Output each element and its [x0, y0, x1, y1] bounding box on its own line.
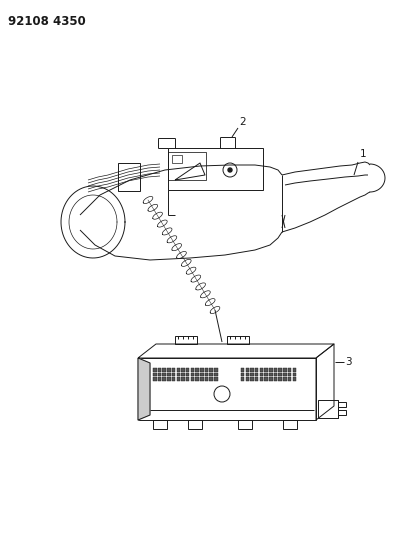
Bar — [269, 377, 273, 381]
Bar — [288, 368, 291, 372]
Text: 92108 4350: 92108 4350 — [8, 15, 86, 28]
Bar — [168, 152, 206, 180]
Bar — [162, 373, 166, 376]
Text: 2: 2 — [239, 117, 246, 127]
Bar — [181, 377, 185, 381]
Bar — [153, 420, 167, 429]
Bar — [288, 373, 291, 376]
Bar — [191, 368, 194, 372]
Bar — [168, 148, 263, 190]
Bar — [292, 377, 296, 381]
Bar — [205, 373, 208, 376]
Bar — [118, 163, 140, 191]
Bar — [191, 377, 194, 381]
Bar — [264, 377, 268, 381]
Bar — [195, 373, 199, 376]
Bar — [288, 377, 291, 381]
Bar — [195, 377, 199, 381]
Bar — [241, 373, 244, 376]
Bar — [255, 368, 259, 372]
Bar — [205, 377, 208, 381]
Bar — [278, 377, 282, 381]
Bar — [162, 368, 166, 372]
Bar — [177, 368, 180, 372]
Bar — [172, 155, 182, 163]
Bar — [283, 420, 297, 429]
Bar — [250, 377, 254, 381]
Bar — [195, 368, 199, 372]
Bar — [246, 368, 249, 372]
Bar — [278, 368, 282, 372]
Polygon shape — [138, 358, 150, 420]
Bar — [209, 373, 213, 376]
Bar — [181, 373, 185, 376]
Bar — [255, 373, 259, 376]
Bar — [138, 358, 316, 420]
Bar — [264, 373, 268, 376]
Bar — [205, 368, 208, 372]
Bar — [172, 368, 175, 372]
Bar — [274, 373, 277, 376]
Bar — [158, 377, 161, 381]
Bar — [186, 373, 189, 376]
Text: 3: 3 — [345, 357, 351, 367]
Bar — [274, 377, 277, 381]
Bar — [186, 368, 189, 372]
Bar — [241, 368, 244, 372]
Bar — [292, 373, 296, 376]
Bar — [269, 368, 273, 372]
Bar — [167, 368, 170, 372]
Bar — [200, 368, 204, 372]
Bar — [158, 373, 161, 376]
Bar — [153, 368, 156, 372]
Bar — [209, 377, 213, 381]
Bar — [250, 368, 254, 372]
Text: 1: 1 — [360, 149, 366, 159]
Bar — [241, 377, 244, 381]
Bar — [255, 377, 259, 381]
Bar — [158, 368, 161, 372]
Bar — [264, 368, 268, 372]
Bar — [260, 373, 263, 376]
Bar — [227, 336, 249, 344]
Bar — [153, 377, 156, 381]
Bar — [260, 368, 263, 372]
Bar — [283, 373, 286, 376]
Bar — [278, 373, 282, 376]
Bar — [338, 410, 346, 415]
Bar — [153, 373, 156, 376]
Bar — [200, 373, 204, 376]
Bar — [181, 368, 185, 372]
Bar — [214, 368, 218, 372]
Bar — [175, 336, 197, 344]
Circle shape — [228, 168, 232, 172]
Bar — [162, 377, 166, 381]
Bar — [214, 377, 218, 381]
Bar — [269, 373, 273, 376]
Bar — [167, 377, 170, 381]
Bar — [191, 373, 194, 376]
Bar — [177, 373, 180, 376]
Bar — [246, 377, 249, 381]
Bar — [172, 373, 175, 376]
Bar — [338, 402, 346, 407]
Bar — [200, 377, 204, 381]
Bar — [209, 368, 213, 372]
Bar — [274, 368, 277, 372]
Bar — [188, 420, 202, 429]
Bar — [177, 377, 180, 381]
Bar — [238, 420, 252, 429]
Bar — [292, 368, 296, 372]
Bar — [246, 373, 249, 376]
Bar — [283, 368, 286, 372]
Bar — [260, 377, 263, 381]
Bar — [283, 377, 286, 381]
Bar — [250, 373, 254, 376]
Bar — [186, 377, 189, 381]
Bar — [172, 377, 175, 381]
Bar — [167, 373, 170, 376]
Bar — [214, 373, 218, 376]
Bar — [318, 400, 338, 418]
